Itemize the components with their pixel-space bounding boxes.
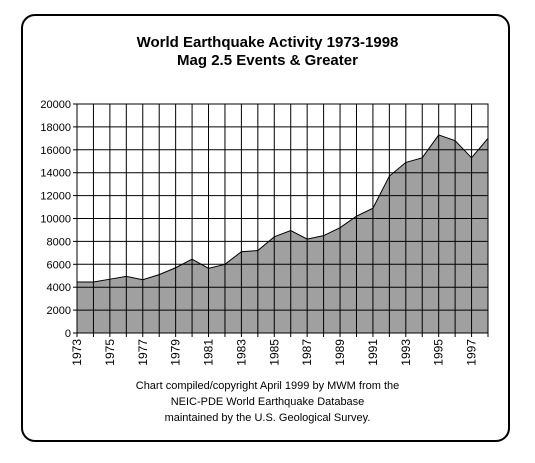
y-tick-label: 4000 [47, 282, 71, 294]
x-tick-label: 1989 [333, 339, 347, 366]
x-tick-label: 1985 [267, 339, 281, 366]
caption-line-2: NEIC-PDE World Earthquake Database [170, 396, 365, 408]
x-tick-label: 1983 [234, 339, 248, 366]
y-tick-label: 6000 [47, 259, 71, 271]
y-tick-label: 18000 [40, 122, 71, 134]
x-tick-label: 1979 [169, 339, 183, 366]
x-tick-label: 1975 [103, 339, 117, 366]
y-tick-label: 14000 [40, 168, 71, 180]
x-tick-label: 1997 [465, 339, 479, 366]
x-tick-label: 1973 [70, 339, 84, 366]
x-tick-label: 1991 [366, 339, 380, 366]
caption-line-1: Chart compiled/copyright April 1999 by M… [135, 380, 400, 392]
y-tick-label: 12000 [40, 191, 71, 203]
y-tick-label: 20000 [40, 99, 71, 111]
chart-title: World Earthquake Activity 1973-1998 [136, 34, 399, 51]
x-tick-label: 1995 [432, 339, 446, 366]
caption-line-3: maintained by the U.S. Geological Survey… [164, 412, 371, 424]
x-tick-label: 1993 [399, 339, 413, 366]
x-tick-label: 1981 [202, 339, 216, 366]
x-tick-label: 1977 [136, 339, 150, 366]
y-tick-label: 10000 [40, 214, 71, 226]
area-outline [77, 134, 489, 283]
y-tick-label: 16000 [40, 145, 71, 157]
y-tick-label: 8000 [47, 236, 71, 248]
y-tick-label: 2000 [47, 305, 71, 317]
chart-subtitle: Mag 2.5 Events & Greater [177, 52, 358, 69]
x-tick-label: 1987 [300, 339, 314, 366]
y-tick-label: 0 [65, 328, 71, 340]
